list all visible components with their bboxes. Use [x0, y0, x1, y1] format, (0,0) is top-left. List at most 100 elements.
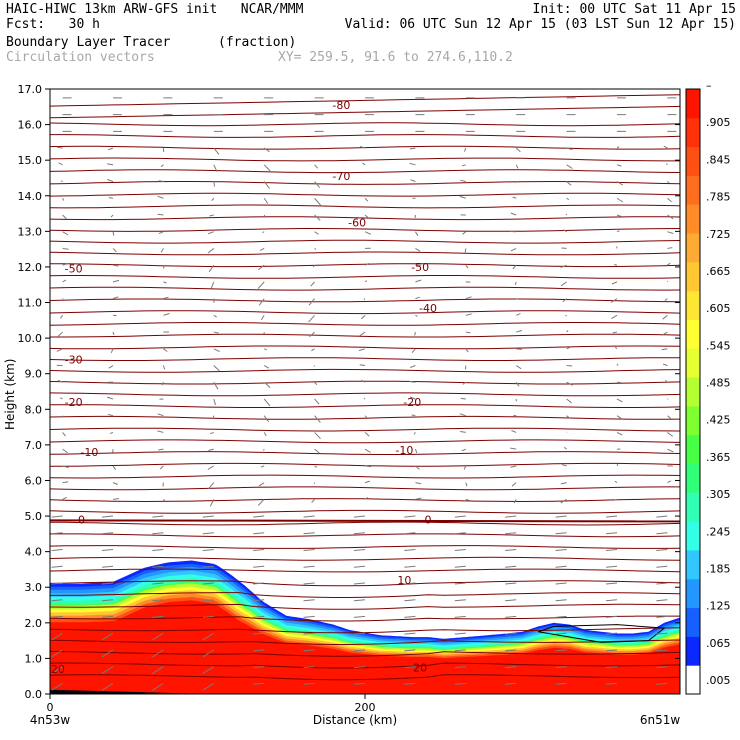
vector-arrow	[108, 197, 114, 199]
vector-arrow	[107, 163, 114, 166]
contour-line	[50, 357, 680, 361]
vector-arrow	[213, 381, 219, 390]
vector-arrow	[112, 465, 117, 470]
vector-arrow	[616, 230, 620, 233]
contour-line	[50, 519, 680, 523]
vector-arrow	[465, 264, 469, 269]
contour-label: 0	[78, 514, 85, 527]
vector-arrow	[51, 582, 63, 585]
vector-arrow	[566, 164, 573, 169]
vector-arrow	[505, 649, 517, 652]
vector-arrow	[409, 162, 416, 166]
vector-arrow	[263, 197, 269, 204]
vector-arrow	[563, 229, 567, 233]
vector-arrow	[560, 482, 567, 485]
contour-line	[50, 310, 680, 315]
vector-arrow	[257, 498, 265, 506]
vector-arrow	[163, 348, 168, 352]
vector-arrow	[152, 666, 164, 675]
vector-arrow	[253, 666, 265, 669]
vector-arrow	[566, 346, 571, 350]
vector-arrow	[159, 465, 164, 470]
vector-arrow	[454, 666, 466, 669]
vector-arrow	[612, 498, 618, 501]
vector-arrow	[62, 214, 67, 220]
vector-arrow	[152, 515, 164, 518]
y-tick-label: 9.0	[25, 368, 43, 381]
valid-time: Valid: 06 UTC Sun 12 Apr 15 (03 LST Sun …	[344, 17, 736, 32]
vector-arrow	[314, 398, 320, 405]
colorbar-swatch	[686, 550, 700, 580]
vector-arrow	[57, 331, 63, 337]
vector-arrow	[667, 197, 672, 203]
vector-arrow	[210, 431, 214, 435]
vector-arrow	[666, 163, 668, 166]
y-tick-label: 5.0	[25, 510, 43, 523]
vector-arrow	[667, 181, 670, 184]
contour-line	[50, 228, 680, 232]
contour-label: -70	[332, 170, 350, 183]
vector-arrow	[505, 632, 517, 635]
vector-arrow	[611, 314, 618, 320]
vector-arrow	[454, 582, 466, 585]
vector-arrow	[313, 365, 316, 367]
contour-line	[50, 392, 680, 397]
vector-arrow	[253, 549, 265, 551]
x-axis: 0 200	[47, 694, 376, 714]
vector-arrow	[555, 632, 567, 635]
colorbar-swatch	[686, 463, 700, 493]
vector-arrow	[62, 279, 67, 283]
vector-arrow	[409, 381, 416, 383]
contour-line	[50, 533, 680, 538]
vector-arrow	[314, 231, 319, 235]
vector-arrow	[202, 599, 214, 602]
vector-arrow	[513, 499, 517, 504]
vector-arrow	[516, 313, 521, 316]
vector-arrow	[565, 213, 568, 216]
vector-arrow	[411, 348, 416, 354]
vector-arrow	[514, 281, 517, 286]
vector-arrow	[62, 481, 69, 484]
vector-arrow	[152, 649, 164, 658]
vector-arrow	[560, 281, 567, 287]
vector-arrow	[207, 465, 215, 470]
vector-arrow	[258, 482, 265, 487]
vector-arrow	[253, 532, 265, 535]
vector-arrow	[410, 365, 416, 368]
vector-arrow	[62, 496, 67, 500]
vector-arrow	[566, 181, 572, 186]
contour-line	[50, 216, 680, 221]
contour-line	[50, 509, 680, 514]
contour-line	[50, 474, 680, 479]
x-tick-label: 0	[47, 701, 54, 714]
colorbar-label: .725	[706, 228, 731, 241]
vector-arrow	[211, 197, 215, 202]
vector-arrow	[656, 666, 668, 669]
vector-arrow	[415, 314, 418, 317]
colorbar-swatch	[686, 578, 700, 609]
vector-arrow	[263, 398, 271, 407]
vector-arrow	[51, 682, 63, 691]
vector-arrow	[363, 298, 366, 301]
contour-label: -20	[403, 396, 421, 409]
colorbar-label: .545	[706, 339, 731, 352]
vector-arrow	[413, 432, 416, 435]
colorbar-label: .485	[706, 377, 731, 390]
vector-label: Circulation vectors	[6, 50, 155, 65]
vector-arrow	[667, 432, 673, 437]
vector-arrow	[108, 365, 114, 369]
vector-arrow	[353, 615, 366, 618]
contour-label: -60	[348, 216, 366, 229]
vector-arrow	[160, 248, 164, 253]
vector-arrow	[314, 164, 319, 169]
vector-arrow	[566, 330, 569, 333]
vector-arrow	[101, 682, 114, 691]
vector-arrow	[303, 565, 315, 568]
contour-label: 20	[413, 661, 427, 674]
y-tick-label: 0.0	[25, 688, 43, 701]
vector-arrow	[51, 515, 63, 518]
vector-arrow	[162, 482, 164, 487]
contour-line	[50, 333, 680, 338]
vector-arrow	[363, 397, 366, 400]
forecast-hour: Fcst: 30 h	[6, 17, 100, 32]
